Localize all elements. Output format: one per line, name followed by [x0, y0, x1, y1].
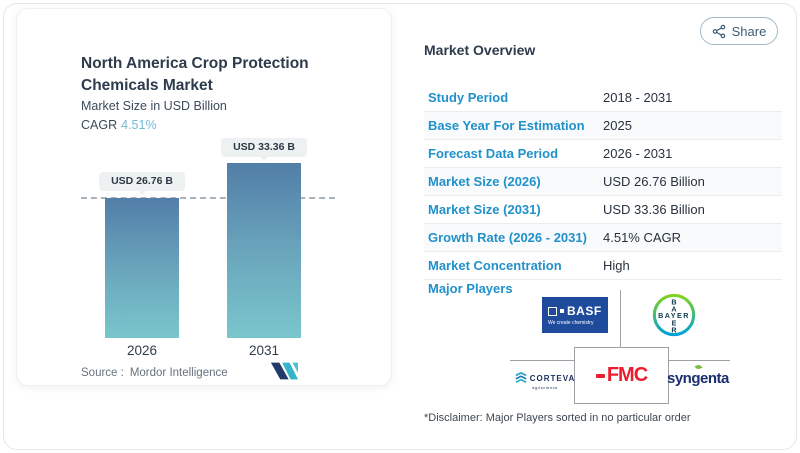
- fmc-dash-icon: [595, 373, 605, 378]
- bar-2031: [227, 163, 301, 338]
- source-label: Source :: [81, 367, 124, 379]
- basf-logo: BASF We create chemistry: [542, 297, 608, 333]
- bayer-logo: B A BAYER E R: [652, 293, 696, 337]
- bayer-vertical-letter-a: A: [671, 306, 676, 314]
- overview-table: Study Period 2018 - 2031 Base Year For Es…: [424, 84, 782, 280]
- row-value: 4.51% CAGR: [603, 230, 682, 245]
- bayer-vertical-letter-b: B: [671, 298, 676, 306]
- bayer-vertical-letter-r: R: [671, 327, 677, 335]
- table-row: Base Year For Estimation 2025: [424, 112, 782, 140]
- row-value: High: [603, 258, 630, 273]
- syngenta-wordmark-text: syngenta: [667, 370, 729, 387]
- row-label: Market Size (2026): [428, 174, 541, 189]
- row-label: Growth Rate (2026 - 2031): [428, 230, 587, 245]
- bayer-horizontal-wordmark: BAYER: [658, 312, 690, 320]
- mordor-intelligence-logo: [270, 362, 298, 380]
- row-label: Study Period: [428, 90, 509, 105]
- basf-square-outline-icon: [548, 306, 557, 316]
- major-players-label: Major Players: [428, 281, 513, 296]
- row-label: Market Size (2031): [428, 202, 541, 217]
- row-label: Base Year For Estimation: [428, 118, 585, 133]
- row-value: 2025: [603, 118, 632, 133]
- corteva-tagline: agriscience: [532, 385, 558, 390]
- chart-title: North America Crop Protection Chemicals …: [81, 53, 309, 96]
- row-label: Market Concentration: [428, 258, 562, 273]
- fmc-wordmark: FMC: [606, 364, 648, 386]
- fmc-logo: FMC: [595, 364, 648, 387]
- cagr-value: 4.51%: [121, 118, 157, 132]
- chart-title-line2: Chemicals Market: [81, 76, 213, 94]
- row-value: USD 26.76 Billion: [603, 174, 705, 189]
- chart-title-line1: North America Crop Protection: [81, 55, 309, 72]
- table-row: Forecast Data Period 2026 - 2031: [424, 140, 782, 168]
- row-label: Forecast Data Period: [428, 146, 559, 161]
- share-button[interactable]: Share: [700, 17, 778, 45]
- bar-2026: [105, 198, 179, 338]
- corteva-logo: CORTEVA agriscience: [514, 372, 576, 390]
- bayer-vertical-letter-e: E: [672, 320, 677, 328]
- row-value: 2018 - 2031: [603, 90, 673, 105]
- fmc-logo-box: FMC: [574, 347, 669, 404]
- row-value: USD 33.36 Billion: [603, 202, 705, 217]
- table-row: Market Size (2031) USD 33.36 Billion: [424, 196, 782, 224]
- bar-value-label-2026: USD 26.76 B: [99, 172, 185, 195]
- chart-subtitle: Market Size in USD Billion: [81, 99, 227, 113]
- baseline-dashed-line: [81, 197, 335, 199]
- bar-value-label-2031: USD 33.36 B: [221, 138, 307, 161]
- players-divider-horizontal-right: [667, 360, 730, 361]
- syngenta-wordmark: syngenta: [667, 364, 729, 387]
- basf-tagline: We create chemistry: [548, 320, 594, 326]
- table-row: Market Size (2026) USD 26.76 Billion: [424, 168, 782, 196]
- syngenta-logo: syngenta: [667, 364, 731, 388]
- players-disclaimer: *Disclaimer: Major Players sorted in no …: [424, 412, 691, 424]
- source-value: Mordor Intelligence: [129, 367, 228, 379]
- table-row: Market Concentration High: [424, 252, 782, 280]
- row-value: 2026 - 2031: [603, 146, 673, 161]
- overview-title: Market Overview: [424, 42, 536, 58]
- source-line: Source : Mordor Intelligence: [81, 367, 228, 379]
- players-divider-horizontal-left: [510, 360, 574, 361]
- basf-square-solid-icon: [560, 309, 564, 313]
- share-icon: [712, 24, 725, 38]
- corteva-wordmark: CORTEVA: [529, 373, 576, 383]
- cagr-label: CAGR: [81, 118, 118, 132]
- x-tick-2031: 2031: [248, 343, 280, 358]
- corteva-chevron-icon: [515, 372, 527, 384]
- table-row: Study Period 2018 - 2031: [424, 84, 782, 112]
- basf-wordmark: BASF: [567, 304, 602, 318]
- chart-card: North America Crop Protection Chemicals …: [16, 8, 392, 386]
- x-tick-2026: 2026: [126, 343, 158, 358]
- chart-cagr: CAGR 4.51%: [81, 118, 157, 132]
- share-button-label: Share: [731, 23, 767, 39]
- table-row: Growth Rate (2026 - 2031) 4.51% CAGR: [424, 224, 782, 252]
- players-divider-vertical: [620, 290, 621, 347]
